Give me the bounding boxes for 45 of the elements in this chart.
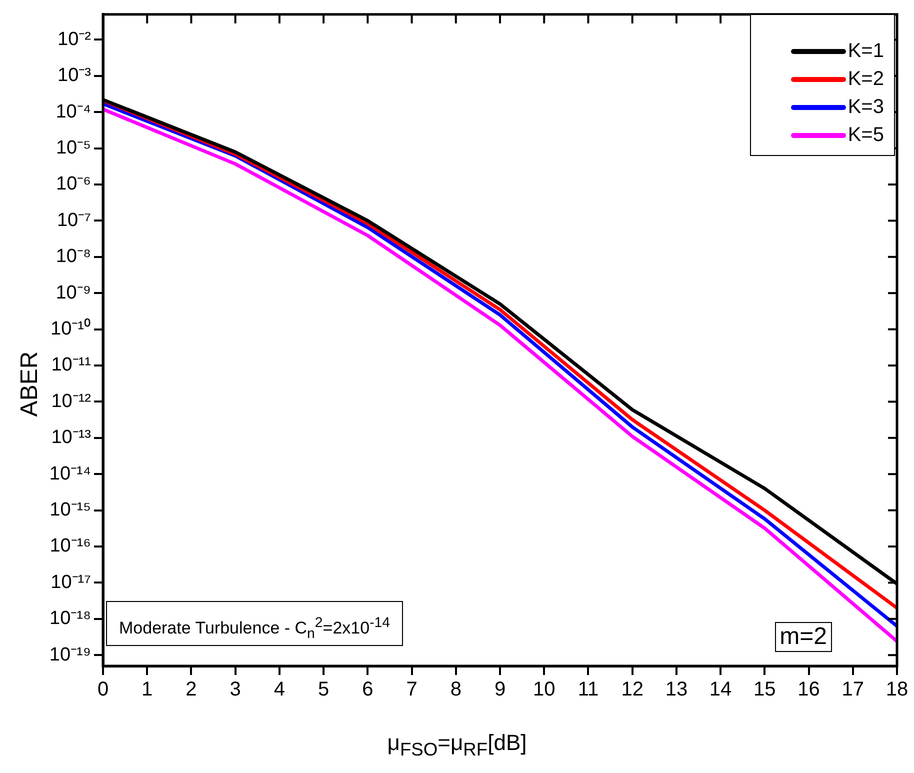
x-tick-label: 7 [406,678,418,701]
y-tick-label: 10⁻² [58,28,91,50]
y-tick-label: 10⁻¹² [51,390,91,412]
y-tick-label: 10⁻⁵ [56,138,91,159]
x-axis-title: μ$_{FSO}$=μ$_{RF}$[dB] [386,730,528,760]
y-tick-label: 10⁻⁶ [56,174,91,195]
y-tick-label: 10⁻¹⁰ [50,318,91,340]
x-tick-label: 0 [97,678,109,701]
x-tick-label: 8 [450,678,462,701]
y-tick-label: 10⁻¹³ [51,427,91,448]
x-tick-label: 15 [754,678,776,701]
y-tick-label: 10⁻¹⁷ [50,572,92,593]
y-tick-label: 10⁻⁸ [56,246,91,268]
y-tick-label: 10⁻¹⁶ [50,536,91,557]
y-tick-label: 10⁻⁷ [56,210,92,231]
y-axis-title: ABER [16,350,44,419]
x-tick-label: 4 [274,678,286,701]
y-tick-label: 10⁻⁴ [56,101,91,122]
legend-label: K=1 [848,40,884,62]
y-tick-label: 10⁻¹⁹ [49,644,91,666]
y-tick-label: 10⁻³ [58,65,91,86]
x-tick-label: 13 [665,678,688,701]
x-tick-label: 9 [494,678,506,701]
annotation: Moderate Turbulence - C$_{n}$$^{2}$=2x10$^{-14}$ [106,601,404,646]
x-tick-label: 10 [532,678,556,701]
x-tick-label: 17 [842,678,864,701]
annotation: m=2 [774,622,832,652]
x-tick-label: 1 [142,678,153,701]
legend-label: K=2 [848,68,884,90]
y-tick-label: 10⁻¹¹ [51,354,91,376]
y-tick-label: 10⁻¹⁵ [50,500,91,521]
x-tick-label: 5 [318,678,330,701]
x-tick-label: 3 [230,678,241,701]
y-tick-label: 10⁻¹⁴ [49,463,91,484]
y-tick-label: 10⁻⁹ [56,282,91,304]
x-tick-label: 6 [362,678,374,701]
y-tick-label: 10⁻¹⁸ [50,608,91,630]
x-tick-label: 16 [798,678,820,701]
x-tick-label: 11 [578,678,599,701]
x-tick-label: 2 [186,678,197,701]
x-tick-label: 14 [709,678,732,701]
legend-label: K=5 [848,124,884,146]
x-tick-label: 18 [886,678,908,701]
legend-label: K=3 [848,96,884,118]
x-tick-label: 12 [621,678,644,701]
